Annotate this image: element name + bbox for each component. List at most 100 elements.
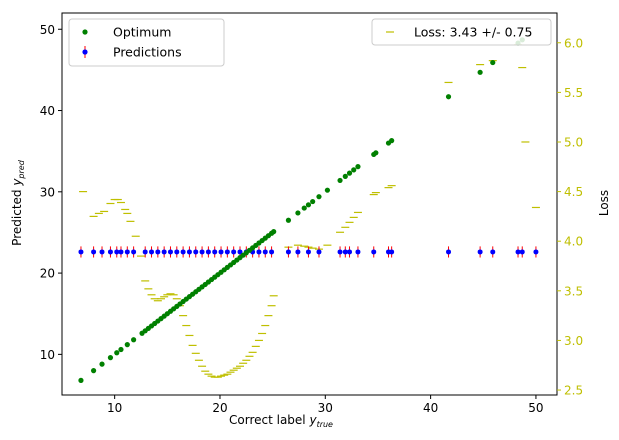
legend-left: Optimum Predictions	[68, 18, 225, 67]
prediction-point	[180, 249, 186, 255]
x-tick-label: 30	[318, 401, 333, 415]
optimum-point	[445, 94, 452, 100]
x-axis-label: Correct label ytrue	[229, 413, 333, 429]
prediction-point	[174, 249, 180, 255]
y2-tick-label: 2.5	[564, 384, 583, 398]
x-tick-label: 40	[423, 401, 438, 415]
optimum-point	[342, 173, 348, 179]
legend-predictions-marker	[82, 49, 88, 55]
optimum-point	[271, 229, 277, 235]
prediction-point	[199, 249, 205, 255]
y2-tick-label: 6.0	[564, 36, 583, 50]
prediction-point	[205, 249, 211, 255]
prediction-point	[142, 249, 148, 255]
legend-optimum-marker	[82, 29, 88, 35]
prediction-point	[131, 249, 137, 255]
y-tick-label: 10	[40, 348, 55, 362]
optimum-point	[316, 194, 322, 200]
prediction-point	[155, 249, 161, 255]
y2-tick-label: 5.5	[564, 86, 583, 100]
prediction-point	[477, 249, 483, 255]
x-tick-label: 50	[528, 401, 543, 415]
optimum-point	[310, 198, 316, 205]
prediction-point	[355, 249, 361, 255]
y2-tick-label: 3.5	[564, 284, 583, 298]
optimum-point	[285, 217, 292, 223]
prediction-point	[149, 249, 155, 255]
x-tick-label: 10	[107, 401, 122, 415]
prediction-point	[114, 249, 120, 255]
optimum-point	[389, 138, 395, 144]
prediction-point	[186, 249, 192, 255]
plot-frame	[61, 12, 558, 396]
prediction-point	[118, 249, 124, 255]
optimum-point	[351, 167, 357, 173]
y2-axis-label: Loss	[597, 190, 611, 216]
optimum-point	[114, 350, 120, 356]
optimum-point	[355, 164, 361, 170]
prediction-point	[515, 249, 521, 255]
prediction-point	[269, 249, 275, 255]
legend-right: Loss: 3.43 +/- 0.75	[371, 18, 552, 46]
prediction-point	[285, 249, 291, 255]
optimum-point	[346, 170, 353, 176]
optimum-point	[301, 205, 307, 211]
y2-tick-label: 3.0	[564, 334, 583, 348]
prediction-point	[446, 249, 452, 255]
y2-tick-label: 5.0	[564, 135, 583, 149]
prediction-point	[167, 249, 173, 255]
prediction-point	[237, 249, 243, 255]
prediction-point	[193, 249, 199, 255]
optimum-point	[490, 59, 496, 66]
prediction-point	[490, 249, 496, 255]
y2-tick-label: 4.5	[564, 185, 583, 199]
legend-loss-label: Loss: 3.43 +/- 0.75	[414, 25, 532, 40]
prediction-point	[161, 249, 167, 255]
y2-tick-label: 4.0	[564, 235, 583, 249]
prediction-point	[107, 249, 113, 255]
y-axis-label: Predicted ypred	[10, 159, 26, 246]
prediction-point	[316, 249, 322, 255]
prediction-point	[256, 249, 262, 255]
legend-left-frame	[68, 18, 225, 67]
y-tick-label: 30	[40, 185, 55, 199]
chart-marks	[78, 37, 540, 383]
axes-group: 10 20 30 40 50 10 20 30 40 50 2.5 3.0 3.5 4.0 4.5 5.0 5.…	[40, 12, 583, 415]
prediction-point	[262, 249, 268, 255]
optimum-point	[373, 150, 379, 156]
prediction-point	[337, 249, 343, 255]
prediction-point	[519, 249, 525, 255]
optimum-point	[337, 177, 343, 184]
prediction-point	[124, 249, 130, 255]
optimum-point	[90, 368, 97, 374]
optimum-point	[118, 346, 124, 353]
legend-predictions-label: Predictions	[113, 45, 182, 60]
prediction-point	[78, 249, 84, 255]
prediction-point	[371, 249, 377, 255]
optimum-point	[78, 377, 84, 383]
optimum-point	[324, 187, 331, 193]
optimum-point	[295, 210, 301, 216]
prediction-point	[224, 249, 230, 255]
optimum-point	[305, 202, 312, 208]
prediction-point	[218, 249, 224, 255]
y-tick-label: 20	[40, 267, 55, 281]
prediction-point	[231, 249, 237, 255]
prediction-point	[91, 249, 97, 255]
prediction-point	[99, 249, 105, 255]
prediction-point	[533, 249, 539, 255]
y-tick-label: 50	[40, 23, 55, 37]
prediction-point	[295, 249, 301, 255]
legend-right-frame	[371, 18, 552, 46]
prediction-point	[212, 249, 218, 255]
optimum-point	[131, 337, 137, 343]
optimum-point	[124, 342, 130, 348]
prediction-point	[342, 249, 348, 255]
optimum-point	[99, 361, 105, 367]
legend-optimum-label: Optimum	[113, 25, 171, 40]
optimum-point	[107, 355, 114, 361]
x-tick-label: 20	[212, 401, 227, 415]
prediction-point	[305, 249, 311, 255]
